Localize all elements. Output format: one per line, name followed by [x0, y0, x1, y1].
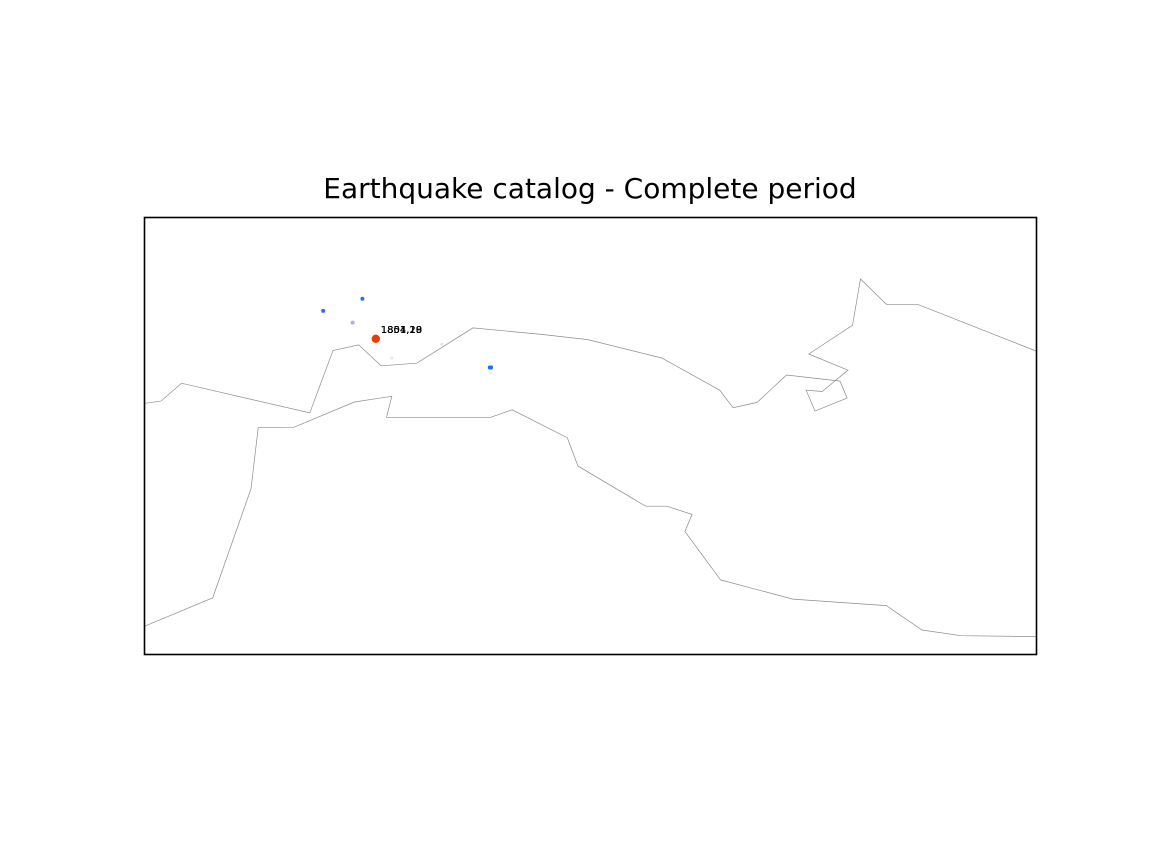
earthquake-point [390, 356, 394, 360]
earthquake-point [321, 308, 326, 313]
earthquake-point [489, 371, 493, 375]
earthquake-label: 1854,20 [381, 325, 422, 336]
coastline-1 [144, 395, 1037, 637]
earthquake-point [488, 365, 493, 370]
earthquake-label: 1801,20 [381, 325, 422, 336]
coastline-layer [144, 278, 1037, 637]
map-title: Earthquake catalog - Complete period [323, 172, 857, 205]
earthquake-point [360, 296, 365, 301]
earthquake-points-layer [321, 296, 493, 375]
earthquake-point [440, 342, 444, 346]
map-frame [143, 216, 1038, 656]
coastline-0 [144, 278, 1037, 414]
earthquake-point [350, 320, 355, 325]
earthquake-label: 1851,19 [381, 325, 422, 336]
earthquake-point [371, 334, 380, 343]
earthquake-label: 1804,18 [381, 325, 422, 336]
